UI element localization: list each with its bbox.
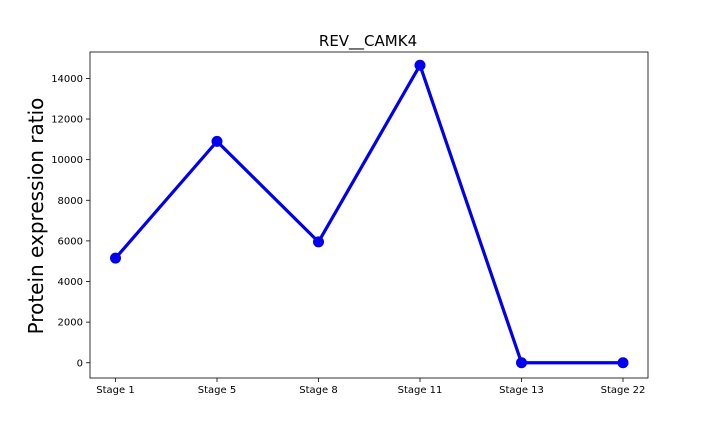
x-tick-label: Stage 8 (299, 385, 337, 396)
y-tick-label: 8000 (58, 196, 83, 207)
data-point (313, 236, 324, 248)
y-tick-label: 6000 (58, 236, 83, 247)
y-tick-label: 10000 (51, 155, 83, 166)
x-tick-label: Stage 11 (398, 385, 443, 396)
x-axis-ticks: Stage 1 Stage 5 Stage 8 Stage 11 Stage 13 Sta… (96, 378, 645, 396)
plot-area-frame (89, 51, 649, 379)
y-axis-ticks: 0 2000 4000 6000 8000 10000 12000 14000 (51, 74, 90, 369)
x-tick-label: Stage 22 (601, 385, 646, 396)
y-tick-label: 14000 (51, 74, 83, 85)
data-point (110, 252, 121, 264)
series-group (110, 59, 629, 369)
data-point (211, 135, 223, 147)
data-point (617, 357, 629, 369)
x-tick-label: Stage 1 (96, 385, 134, 396)
x-tick-label: Stage 5 (198, 385, 236, 396)
series-line (113, 63, 625, 365)
chart-title: REV__CAMK4 (319, 32, 417, 51)
y-tick-label: 12000 (51, 115, 83, 126)
y-axis-label: Protein expression ratio (24, 98, 48, 335)
y-tick-label: 4000 (58, 277, 83, 288)
x-tick-label: Stage 13 (499, 385, 544, 396)
y-tick-label: 2000 (58, 318, 83, 329)
data-point (516, 357, 527, 369)
y-tick-label: 0 (77, 358, 83, 369)
data-point (414, 59, 426, 71)
